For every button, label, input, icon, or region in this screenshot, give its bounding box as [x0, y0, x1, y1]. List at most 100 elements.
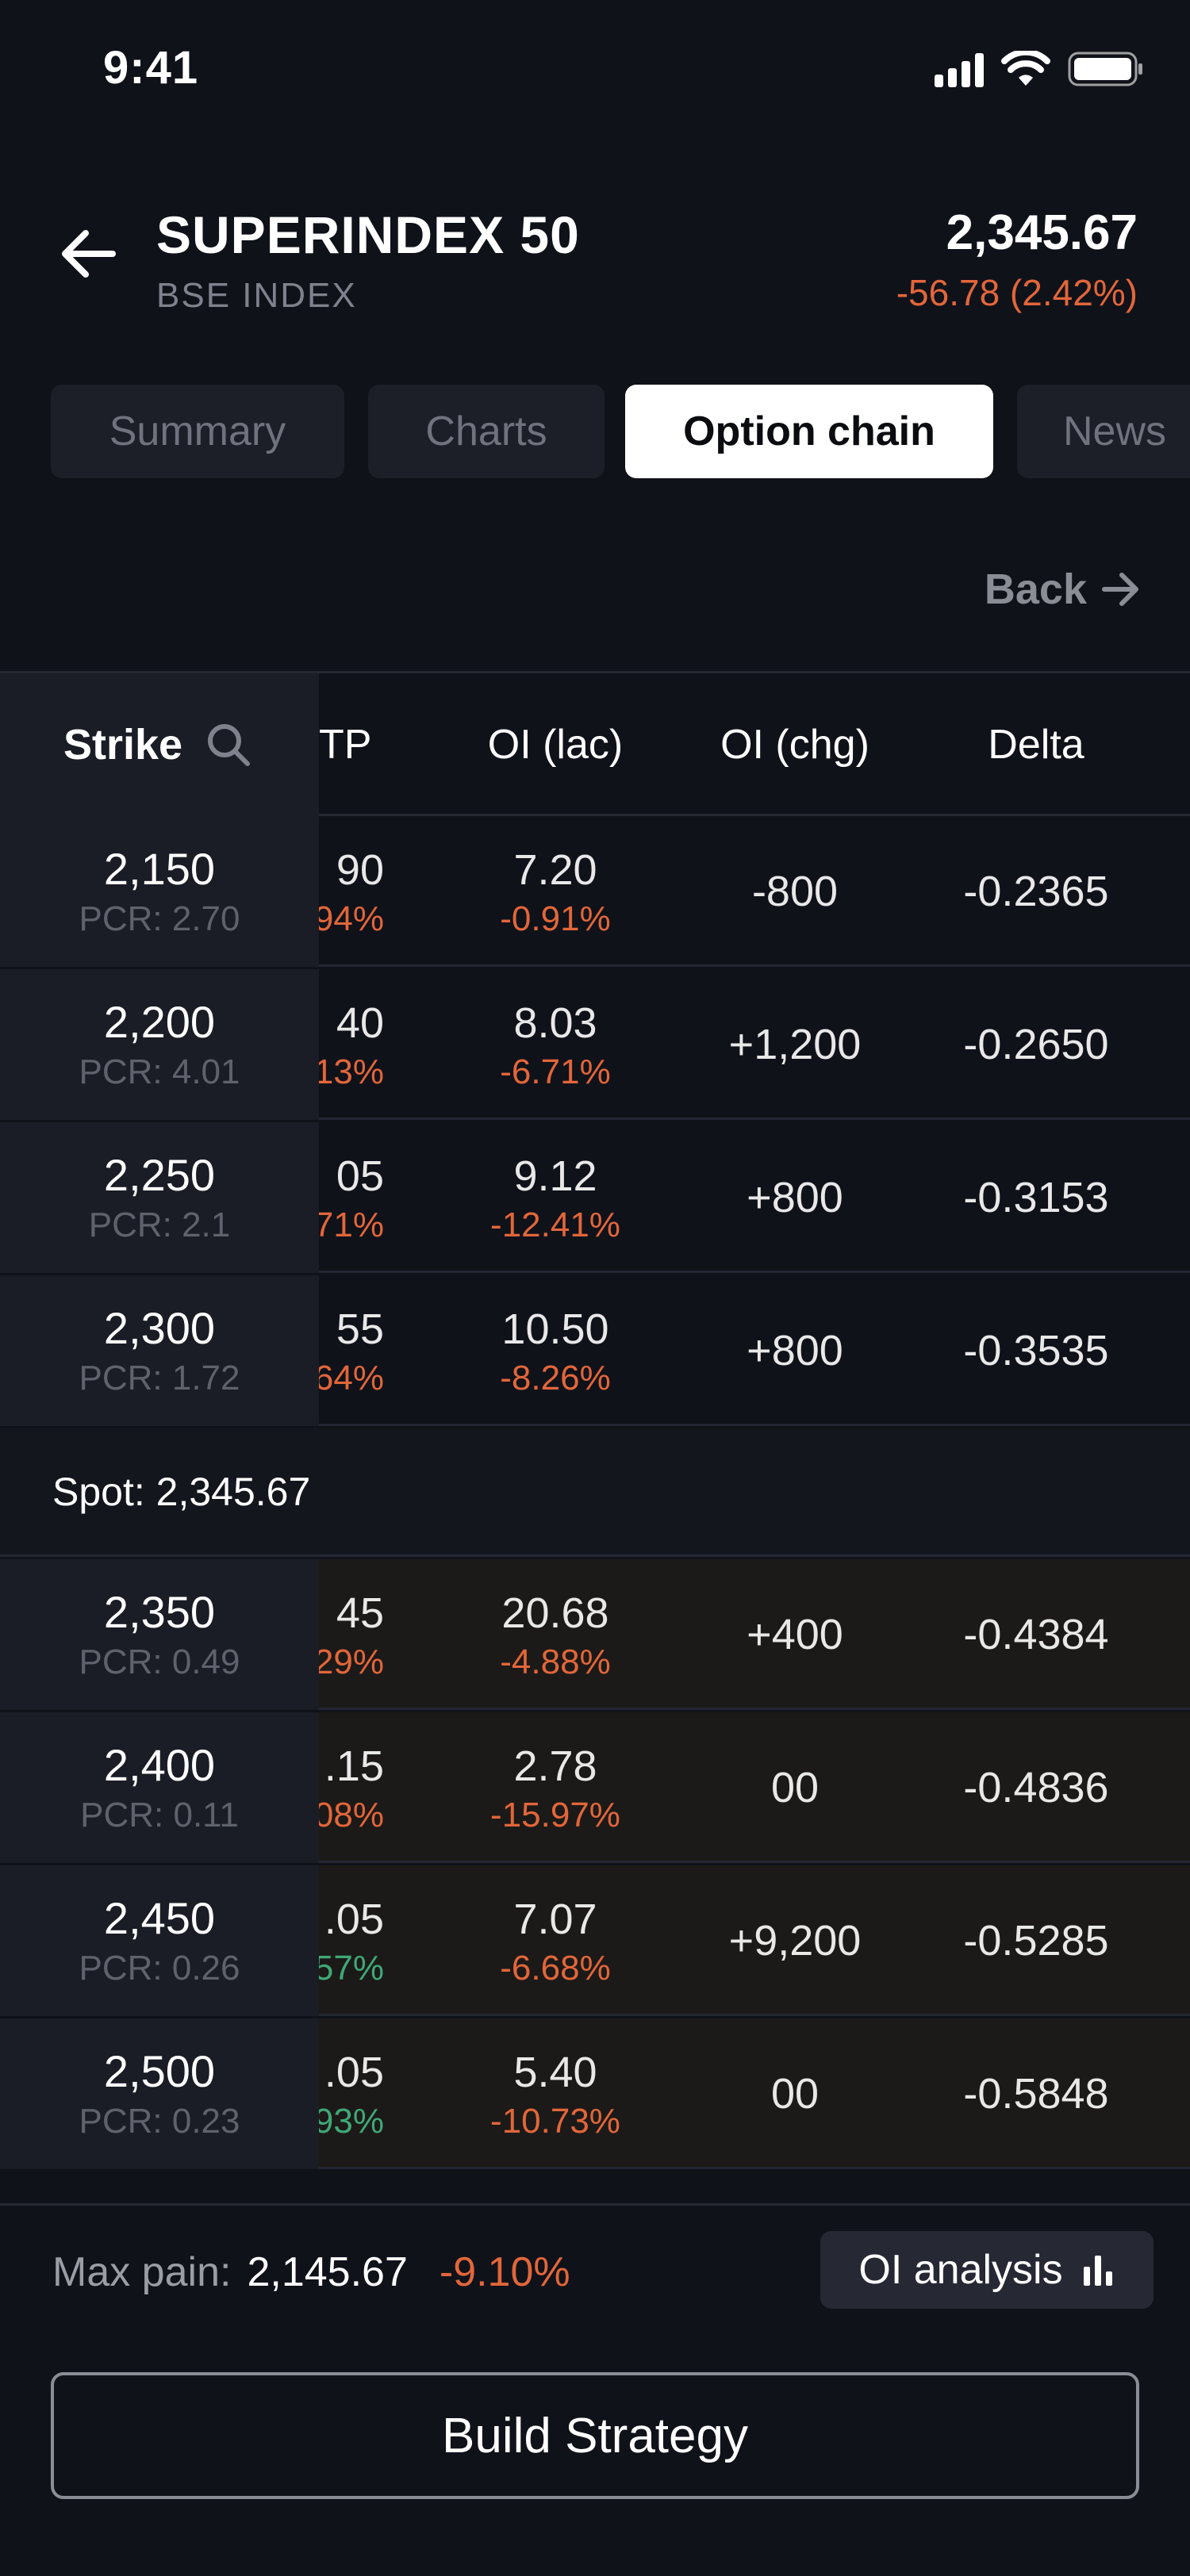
oi-percent: -4.88% [500, 1643, 611, 1681]
pcr-value: PCR: 0.49 [79, 1643, 240, 1681]
strike-cell[interactable]: 2,150 PCR: 2.70 [0, 816, 319, 967]
strike-cell[interactable]: 2,300 PCR: 1.72 [0, 1275, 319, 1426]
oi-chg-cell: +9,200 [676, 1865, 914, 2016]
ltp-value: .05 [324, 1896, 384, 1943]
option-chain-table[interactable]: Strike TP OI (lac) OI (chg) Delta 90 94% 7… [0, 671, 1190, 2203]
strike-cell[interactable]: 2,400 PCR: 0.11 [0, 1712, 319, 1863]
oi-chg-cell: +800 [676, 1275, 914, 1426]
bottom-panel: Max pain: 2,145.67 -9.10% OI analysis Bu… [0, 2203, 1190, 2576]
oi-chg-value: +9,200 [728, 1917, 862, 1965]
strike-cell[interactable]: 2,250 PCR: 2.1 [0, 1122, 319, 1273]
oi-column-header: OI (lac) [487, 722, 624, 768]
pcr-value: PCR: 0.26 [79, 1949, 240, 1988]
oi-chg-value: -800 [751, 868, 839, 915]
strike-value: 2,350 [103, 1587, 216, 1637]
tab-news[interactable]: News [1017, 385, 1190, 478]
table-header: Strike TP OI (lac) OI (chg) Delta [0, 673, 1190, 816]
table-row[interactable]: 45 29% 20.68 -4.88% +400 -0.4384 2,350 PCR: 0.4… [0, 1559, 1190, 1710]
tab-charts[interactable]: Charts [368, 385, 605, 478]
oi-analysis-button[interactable]: OI analysis [820, 2231, 1154, 2309]
oi-percent: -6.68% [500, 1949, 611, 1988]
delta-cell: -0.4836 [917, 1712, 1155, 1863]
status-time: 9:41 [103, 42, 199, 94]
ltp-value: .05 [324, 2049, 384, 2096]
oi-value: 10.50 [501, 1305, 609, 1353]
build-strategy-button[interactable]: Build Strategy [51, 2372, 1139, 2499]
status-icons [935, 51, 1144, 87]
delta-cell: -0.3153 [917, 1122, 1155, 1273]
ltp-cell: 05 71% [319, 1122, 398, 1273]
instrument-subtitle: BSE INDEX [156, 276, 357, 315]
instrument-price: 2,345.67 [946, 205, 1138, 260]
oi-chg-cell: +800 [676, 1122, 914, 1273]
oi-cell: 5.40 -10.73% [436, 2018, 674, 2169]
oi-chg-value: +800 [747, 1327, 843, 1374]
strike-cell[interactable]: 2,200 PCR: 4.01 [0, 969, 319, 1120]
oi-chg-column-header: OI (chg) [720, 722, 869, 768]
table-row[interactable]: 55 64% 10.50 -8.26% +800 -0.3535 2,300 PCR: 1.7… [0, 1275, 1190, 1426]
ltp-change: 57% [319, 1949, 384, 1988]
search-icon[interactable] [205, 721, 252, 769]
table-row[interactable]: 40 13% 8.03 -6.71% +1,200 -0.2650 2,200 PCR: 4.… [0, 969, 1190, 1120]
ltp-change: 29% [319, 1643, 384, 1681]
strike-value: 2,500 [103, 2046, 216, 2096]
ltp-cell: .05 57% [319, 1865, 398, 2016]
arrow-right-icon [1102, 573, 1138, 606]
ltp-cell: 55 64% [319, 1275, 398, 1426]
oi-cell: 8.03 -6.71% [436, 969, 674, 1120]
table-row[interactable]: 05 71% 9.12 -12.41% +800 -0.3153 2,250 PCR: 2.1 [0, 1122, 1190, 1273]
tab-option-chain[interactable]: Option chain [625, 385, 993, 478]
delta-cell: -0.4384 [917, 1559, 1155, 1710]
ltp-value: .15 [324, 1742, 384, 1790]
tab-summary[interactable]: Summary [51, 385, 344, 478]
delta-cell: -0.5285 [917, 1865, 1155, 2016]
bar-chart-icon [1083, 2256, 1112, 2286]
ltp-cell: .15 08% [319, 1712, 398, 1863]
delta-cell: -0.5848 [917, 2018, 1155, 2169]
ltp-value: 90 [336, 846, 384, 894]
oi-chg-value: +1,200 [728, 1021, 862, 1068]
max-pain: Max pain: 2,145.67 -9.10% [52, 2248, 570, 2296]
oi-cell: 7.07 -6.68% [436, 1865, 674, 2016]
oi-value: 20.68 [501, 1589, 609, 1637]
oi-chg-value: 00 [770, 1764, 820, 1811]
table-row[interactable]: .05 57% 7.07 -6.68% +9,200 -0.5285 2,450 PCR: 0… [0, 1865, 1190, 2016]
ltp-change: 71% [319, 1206, 384, 1244]
ltp-value: 45 [336, 1589, 384, 1637]
strike-cell[interactable]: 2,350 PCR: 0.49 [0, 1559, 319, 1710]
pcr-value: PCR: 1.72 [79, 1359, 240, 1397]
strike-cell[interactable]: 2,450 PCR: 0.26 [0, 1865, 319, 2016]
max-pain-label: Max pain: [52, 2249, 232, 2295]
back-link[interactable]: Back [985, 565, 1142, 614]
delta-cell: -0.2650 [917, 969, 1155, 1120]
ltp-value: 40 [336, 999, 384, 1047]
ltp-change: 93% [319, 2102, 384, 2141]
strike-value: 2,400 [103, 1740, 216, 1790]
pcr-value: PCR: 4.01 [79, 1052, 240, 1091]
pcr-value: PCR: 0.23 [79, 2102, 240, 2141]
oi-cell: 10.50 -8.26% [436, 1275, 674, 1426]
delta-value: -0.3535 [963, 1327, 1109, 1374]
strike-value: 2,250 [103, 1150, 216, 1200]
strike-header-label: Strike [63, 721, 183, 769]
strike-column-header[interactable]: Strike [0, 673, 319, 816]
instrument-title: SUPERINDEX 50 [156, 205, 580, 264]
table-row[interactable]: .15 08% 2.78 -15.97% 00 -0.4836 2,400 PCR: 0.11 [0, 1712, 1190, 1863]
status-bar: 9:41 [0, 0, 1190, 143]
back-arrow-icon[interactable] [57, 222, 121, 286]
oi-chg-value: 00 [770, 2070, 820, 2118]
ltp-value: 55 [336, 1305, 384, 1353]
table-row[interactable]: .05 93% 5.40 -10.73% 00 -0.5848 2,500 PCR: 0.23 [0, 2018, 1190, 2169]
table-row[interactable]: 90 94% 7.20 -0.91% -800 -0.2365 2,150 PCR: 2.70 [0, 816, 1190, 967]
delta-value: -0.4384 [963, 1611, 1109, 1658]
strike-cell[interactable]: 2,500 PCR: 0.23 [0, 2018, 319, 2169]
oi-value: 9.12 [513, 1152, 597, 1200]
delta-value: -0.2365 [963, 868, 1109, 915]
max-pain-value: 2,145.67 [247, 2249, 408, 2295]
ltp-cell: 45 29% [319, 1559, 398, 1710]
ltp-change: 64% [319, 1359, 384, 1397]
oi-value: 7.07 [513, 1896, 597, 1943]
delta-value: -0.5848 [963, 2070, 1109, 2118]
instrument-change: -56.78 (2.42%) [896, 272, 1138, 313]
ltp-change: 94% [319, 899, 384, 938]
